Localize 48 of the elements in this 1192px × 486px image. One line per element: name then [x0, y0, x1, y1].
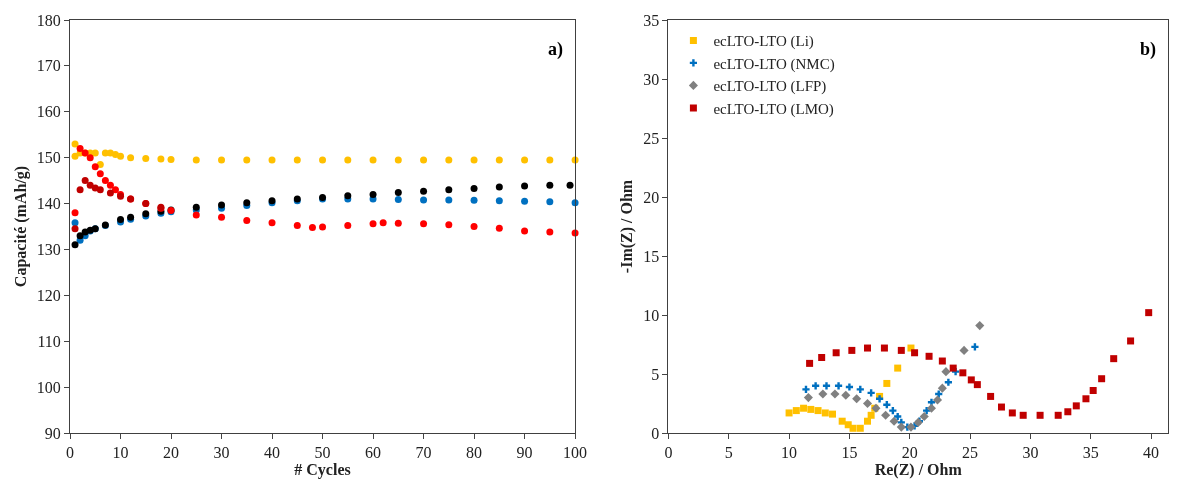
x-tick-label: 10 [781, 444, 798, 462]
y-tick-label: 10 [643, 306, 660, 324]
annotation: a) [548, 39, 563, 60]
y-tick-label: 0 [651, 424, 660, 442]
legend-label: ecLTO-LTO (LFP) [713, 78, 827, 96]
y-tick-label: 35 [643, 11, 660, 29]
x-tick-label: 20 [901, 444, 918, 462]
x-tick-label: 10 [112, 444, 129, 462]
y-axis-title: -Im(Z) / Ohm [618, 179, 637, 274]
y-axis-title: Capacité (mAh/g) [11, 165, 30, 288]
x-tick-label: 50 [314, 444, 331, 462]
y-tick-label: 5 [651, 365, 660, 383]
legend-label: ecLTO-LTO (Li) [713, 33, 814, 51]
x-tick-label: 100 [563, 444, 588, 462]
y-tick-label: 25 [643, 129, 660, 147]
x-tick-label: 20 [163, 444, 180, 462]
x-tick-label: 90 [516, 444, 533, 462]
legend-label: ecLTO-LTO (LMO) [713, 100, 834, 118]
x-axis-title: Re(Z) / Ohm [874, 461, 963, 480]
y-tick-label: 150 [36, 149, 61, 167]
y-tick-label: 30 [643, 70, 660, 88]
x-tick-label: 40 [264, 444, 281, 462]
x-tick-label: 70 [415, 444, 432, 462]
x-tick-label: 15 [841, 444, 858, 462]
y-tick-label: 130 [36, 241, 61, 259]
y-tick-label: 20 [643, 188, 660, 206]
y-tick-label: 120 [36, 286, 61, 304]
y-tick-label: 180 [36, 11, 61, 29]
y-tick-label: 90 [44, 424, 61, 442]
x-tick-label: 5 [724, 444, 733, 462]
x-tick-label: 25 [962, 444, 979, 462]
y-tick-label: 100 [36, 378, 61, 396]
y-tick-label: 110 [37, 332, 61, 350]
x-tick-label: 30 [213, 444, 230, 462]
x-tick-label: 80 [466, 444, 483, 462]
x-axis-title: # Cycles [294, 461, 351, 480]
y-tick-label: 140 [36, 195, 61, 213]
y-tick-label: 15 [643, 247, 660, 265]
x-tick-label: 30 [1022, 444, 1039, 462]
y-tick-label: 160 [36, 103, 61, 121]
legend-label: ecLTO-LTO (NMC) [713, 55, 835, 73]
annotation: b) [1140, 39, 1157, 60]
x-tick-label: 40 [1143, 444, 1160, 462]
x-tick-label: 0 [66, 444, 74, 462]
y-tick-label: 170 [36, 57, 61, 75]
x-tick-label: 0 [664, 444, 673, 462]
x-tick-label: 60 [365, 444, 382, 462]
x-tick-label: 35 [1082, 444, 1099, 462]
